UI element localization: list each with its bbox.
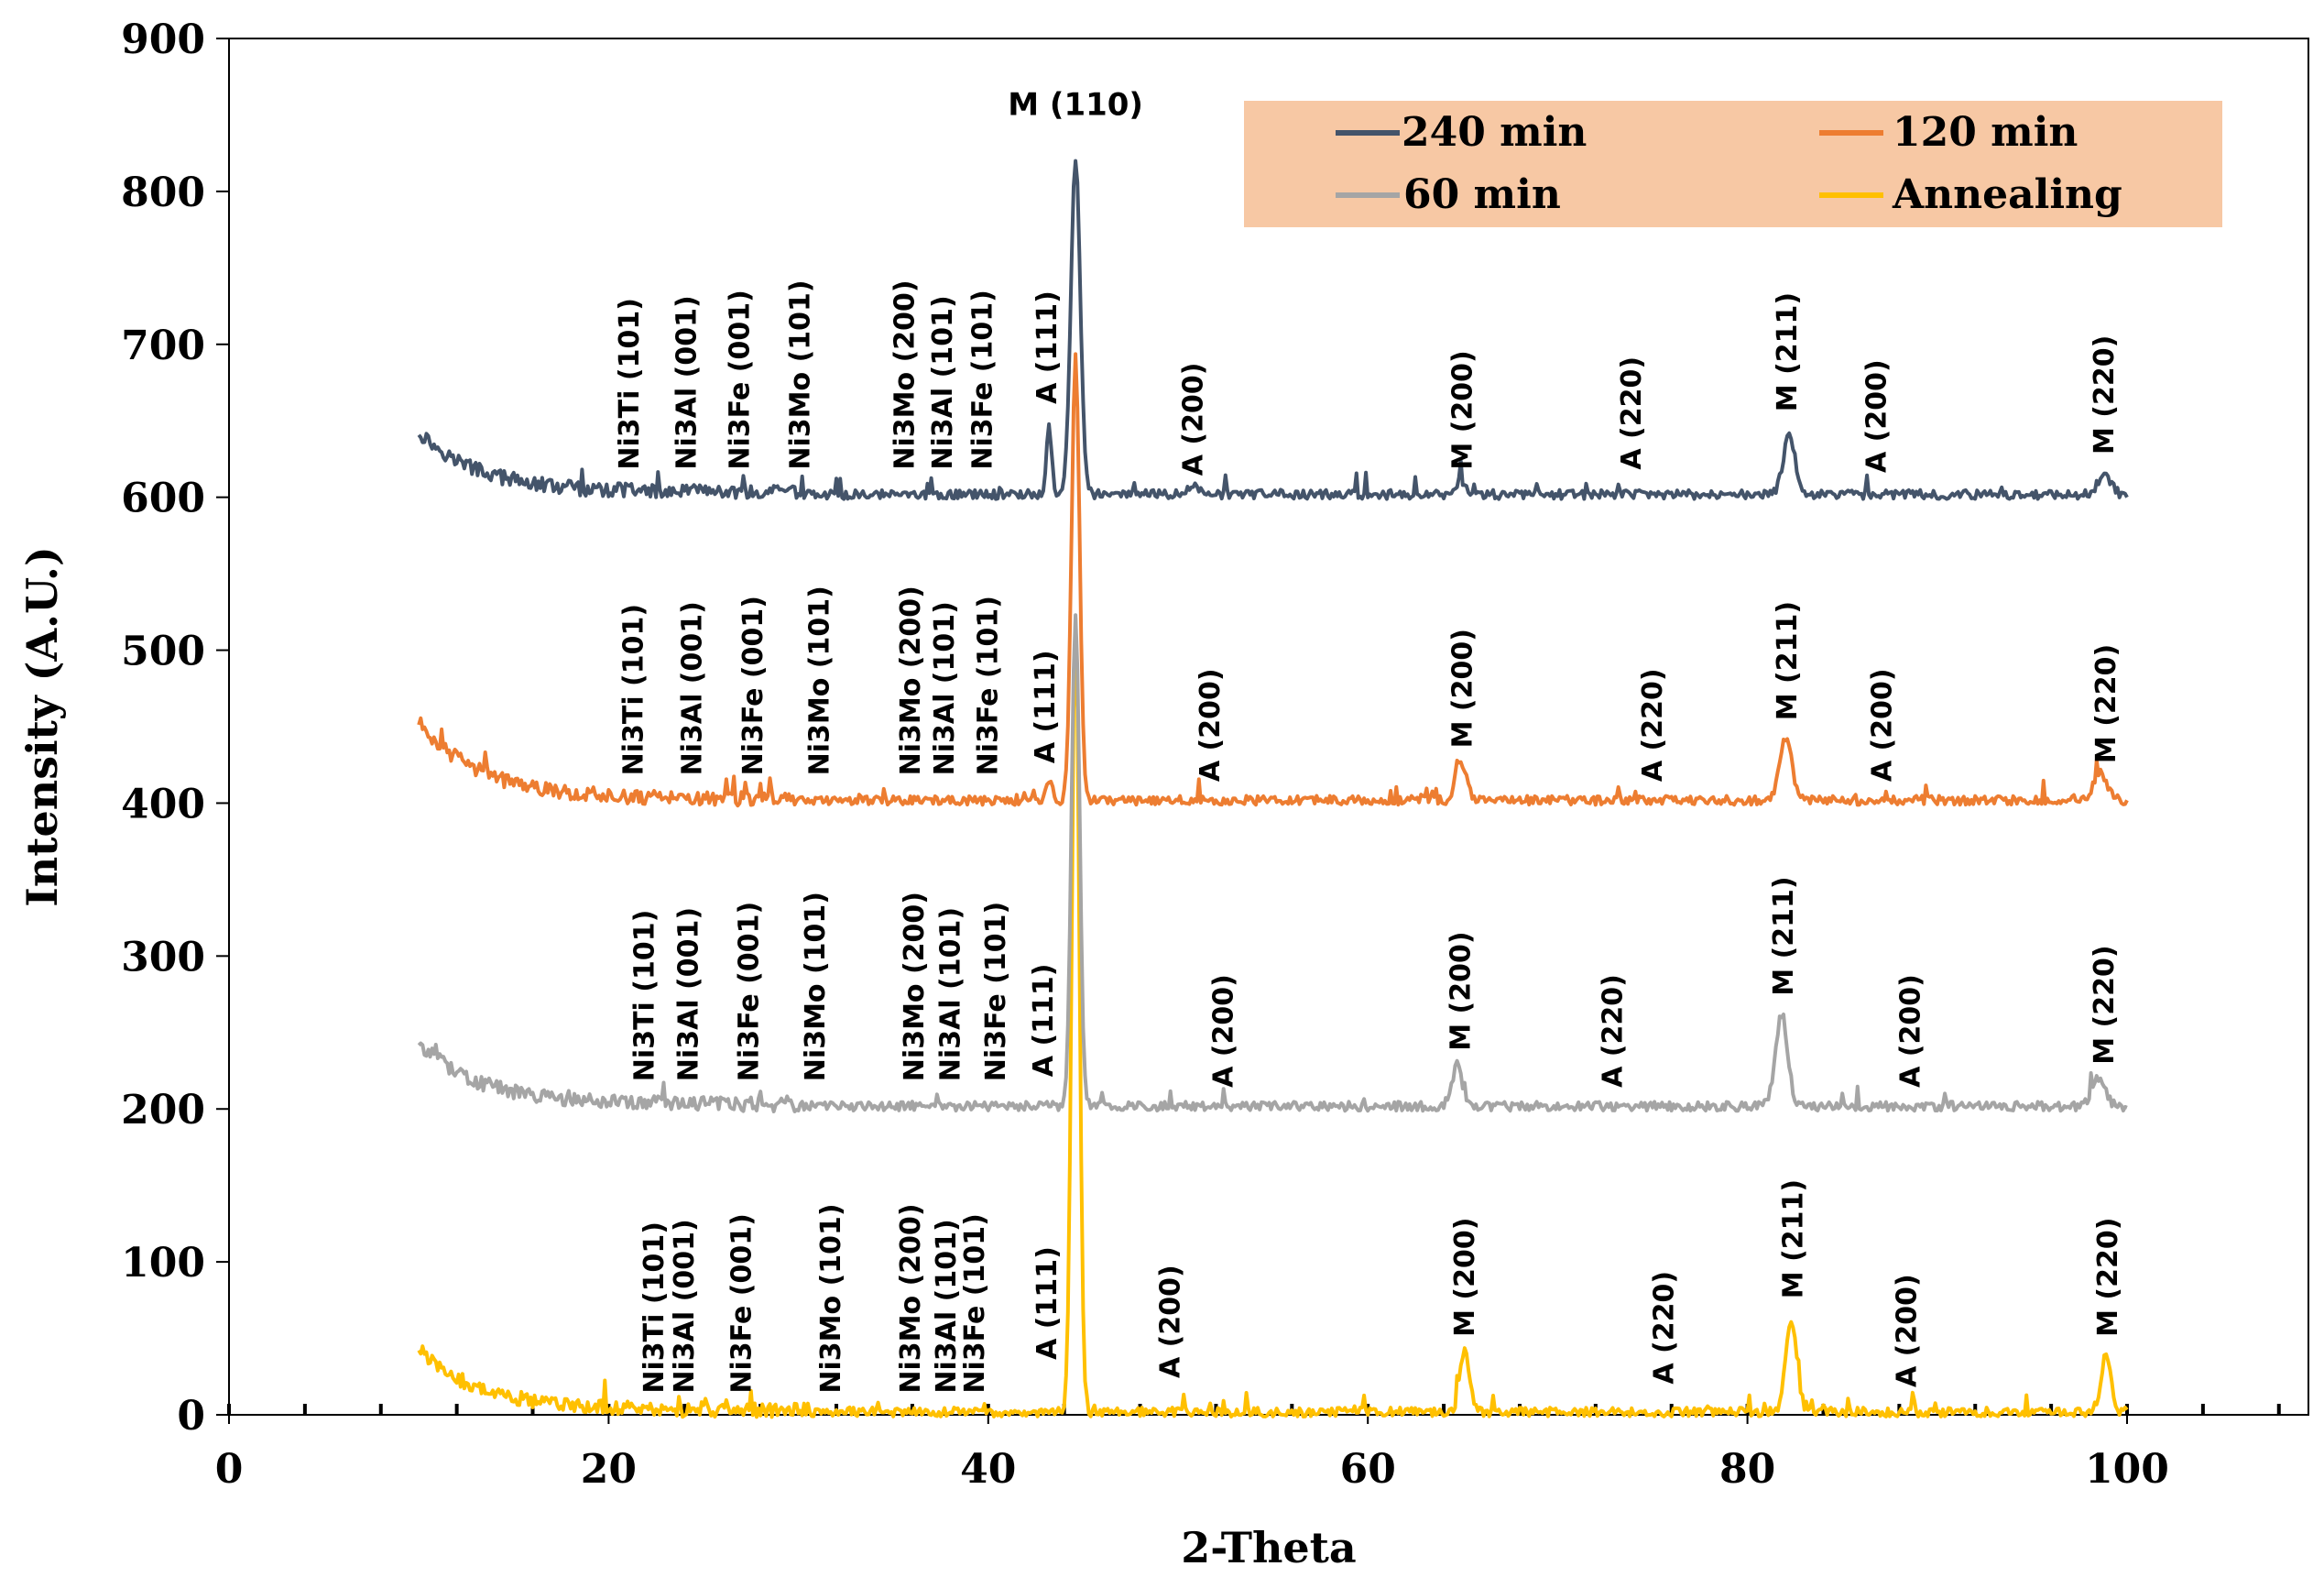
- peak-label: Ni3Fe (101): [973, 596, 1005, 775]
- peak-label: M (211): [1772, 292, 1804, 411]
- y-tick-label: 500: [121, 629, 205, 675]
- x-tick-label: 80: [1719, 1446, 1775, 1493]
- peak-label: Ni3Al (001): [671, 295, 703, 469]
- series-line-annealing: [417, 616, 2129, 1419]
- series-line-240-min: [417, 159, 2129, 501]
- y-tick-label: 700: [121, 323, 205, 369]
- x-tick-label: 0: [215, 1446, 244, 1493]
- peak-label: Ni3Al (001): [669, 1219, 701, 1393]
- x-tick-label: 40: [960, 1446, 1016, 1493]
- peak-label: Ni3Al (101): [934, 907, 966, 1081]
- peak-label: A (200): [1860, 359, 1893, 473]
- peak-label: Ni3Mo (200): [899, 892, 931, 1081]
- peak-label: Ni3Fe (001): [724, 290, 756, 469]
- peak-annotation-m110: M (110): [1008, 86, 1143, 123]
- y-tick-label: 300: [121, 934, 205, 980]
- series-line-60-min: [417, 613, 2128, 1113]
- peak-label: Ni3Fe (001): [737, 596, 769, 775]
- peak-label: A (200): [1195, 668, 1227, 782]
- peak-label: M (211): [1777, 1179, 1809, 1298]
- peak-label: M (220): [2092, 1218, 2124, 1337]
- peak-label: Ni3Al (101): [929, 601, 961, 775]
- peak-label: A (200): [1208, 974, 1240, 1088]
- peak-label: A (111): [1030, 650, 1062, 763]
- y-tick-label: 900: [121, 16, 205, 63]
- peak-label: M (211): [1768, 876, 1800, 995]
- peak-label: A (220): [1637, 668, 1669, 782]
- peak-label: M (200): [1446, 931, 1478, 1050]
- peak-label: Ni3Fe (101): [980, 902, 1012, 1081]
- peak-label: Ni3Al (101): [927, 295, 959, 469]
- peak-label: M (220): [2090, 644, 2122, 763]
- peak-label: Ni3Ti (101): [617, 604, 649, 776]
- y-tick-label: 0: [177, 1393, 205, 1440]
- peak-label: A (200): [1895, 974, 1927, 1088]
- peak-label: Ni3Fe (001): [726, 1213, 758, 1393]
- y-tick-label: 200: [121, 1087, 205, 1133]
- peak-label: A (200): [1892, 1274, 1924, 1387]
- peak-label: A (200): [1155, 1265, 1187, 1378]
- peak-label: Ni3Mo (200): [889, 279, 922, 469]
- peak-label: Ni3Mo (101): [785, 279, 817, 469]
- x-tick-label: 60: [1340, 1446, 1396, 1493]
- peak-label: A (111): [1031, 1246, 1064, 1360]
- peak-label: M (220): [2089, 335, 2121, 454]
- peak-label: M (211): [1772, 601, 1804, 720]
- peak-label: Ni3Fe (101): [959, 1213, 991, 1393]
- series-line-120-min: [417, 352, 2129, 808]
- peak-label: Ni3Al (001): [677, 601, 709, 775]
- legend-label-60-min: 60 min: [1403, 171, 1561, 218]
- x-axis-title: 2-Theta: [1181, 1523, 1356, 1572]
- peak-label: Ni3Mo (200): [895, 586, 927, 775]
- peak-label: Ni3Mo (200): [895, 1203, 927, 1393]
- axes-group: 0 100 200 300 400 500 600 700 800 900 0 20 40 60 80 100: [121, 16, 2281, 1493]
- legend-label-240-min: 240 min: [1402, 109, 1587, 156]
- peak-label: A (220): [1648, 1271, 1680, 1385]
- y-tick-label: 800: [121, 170, 205, 216]
- peak-label: Ni3Ti (101): [614, 298, 646, 470]
- series-layer: [417, 159, 2129, 1419]
- legend-background: [1244, 101, 2222, 227]
- y-tick-label: 400: [121, 781, 205, 827]
- peak-label: Ni3Mo (101): [803, 586, 835, 775]
- y-tick-label: 100: [121, 1240, 205, 1287]
- x-tick-label: 100: [2085, 1446, 2169, 1493]
- peak-label: A (200): [1867, 668, 1899, 782]
- peak-label: A (111): [1028, 963, 1060, 1077]
- peak-label: A (220): [1597, 974, 1629, 1088]
- peak-label: M (200): [1449, 1218, 1481, 1337]
- peak-label: A (200): [1178, 363, 1210, 476]
- peak-label: Ni3Fe (101): [967, 290, 999, 469]
- peak-label: Ni3Mo (101): [800, 892, 832, 1081]
- peak-label: Ni3Al (001): [672, 907, 704, 1081]
- peak-label: M (200): [1447, 629, 1479, 748]
- peak-labels-layer: Ni3Ti (101) Ni3Al (001) Ni3Fe (001) Ni3Mo (…: [614, 279, 2124, 1393]
- y-tick-label: 600: [121, 476, 205, 522]
- peak-label: A (111): [1031, 290, 1064, 404]
- legend-label-120-min: 120 min: [1893, 109, 2078, 156]
- peak-label: Ni3Al (101): [931, 1219, 963, 1393]
- peak-label: M (200): [1447, 350, 1479, 469]
- x-tick-label: 20: [581, 1446, 637, 1493]
- y-axis-title: Intensity (A.U.): [17, 546, 67, 906]
- legend: 240 min 120 min 60 min Annealing: [1244, 101, 2222, 227]
- peak-label: Ni3Ti (101): [629, 910, 661, 1082]
- legend-label-annealing: Annealing: [1892, 171, 2122, 218]
- peak-label: Ni3Fe (001): [734, 902, 766, 1081]
- peak-label: M (220): [2089, 945, 2121, 1064]
- peak-label: A (220): [1616, 356, 1648, 470]
- peak-label: Ni3Ti (101): [638, 1221, 671, 1394]
- peak-label: Ni3Mo (101): [815, 1203, 847, 1393]
